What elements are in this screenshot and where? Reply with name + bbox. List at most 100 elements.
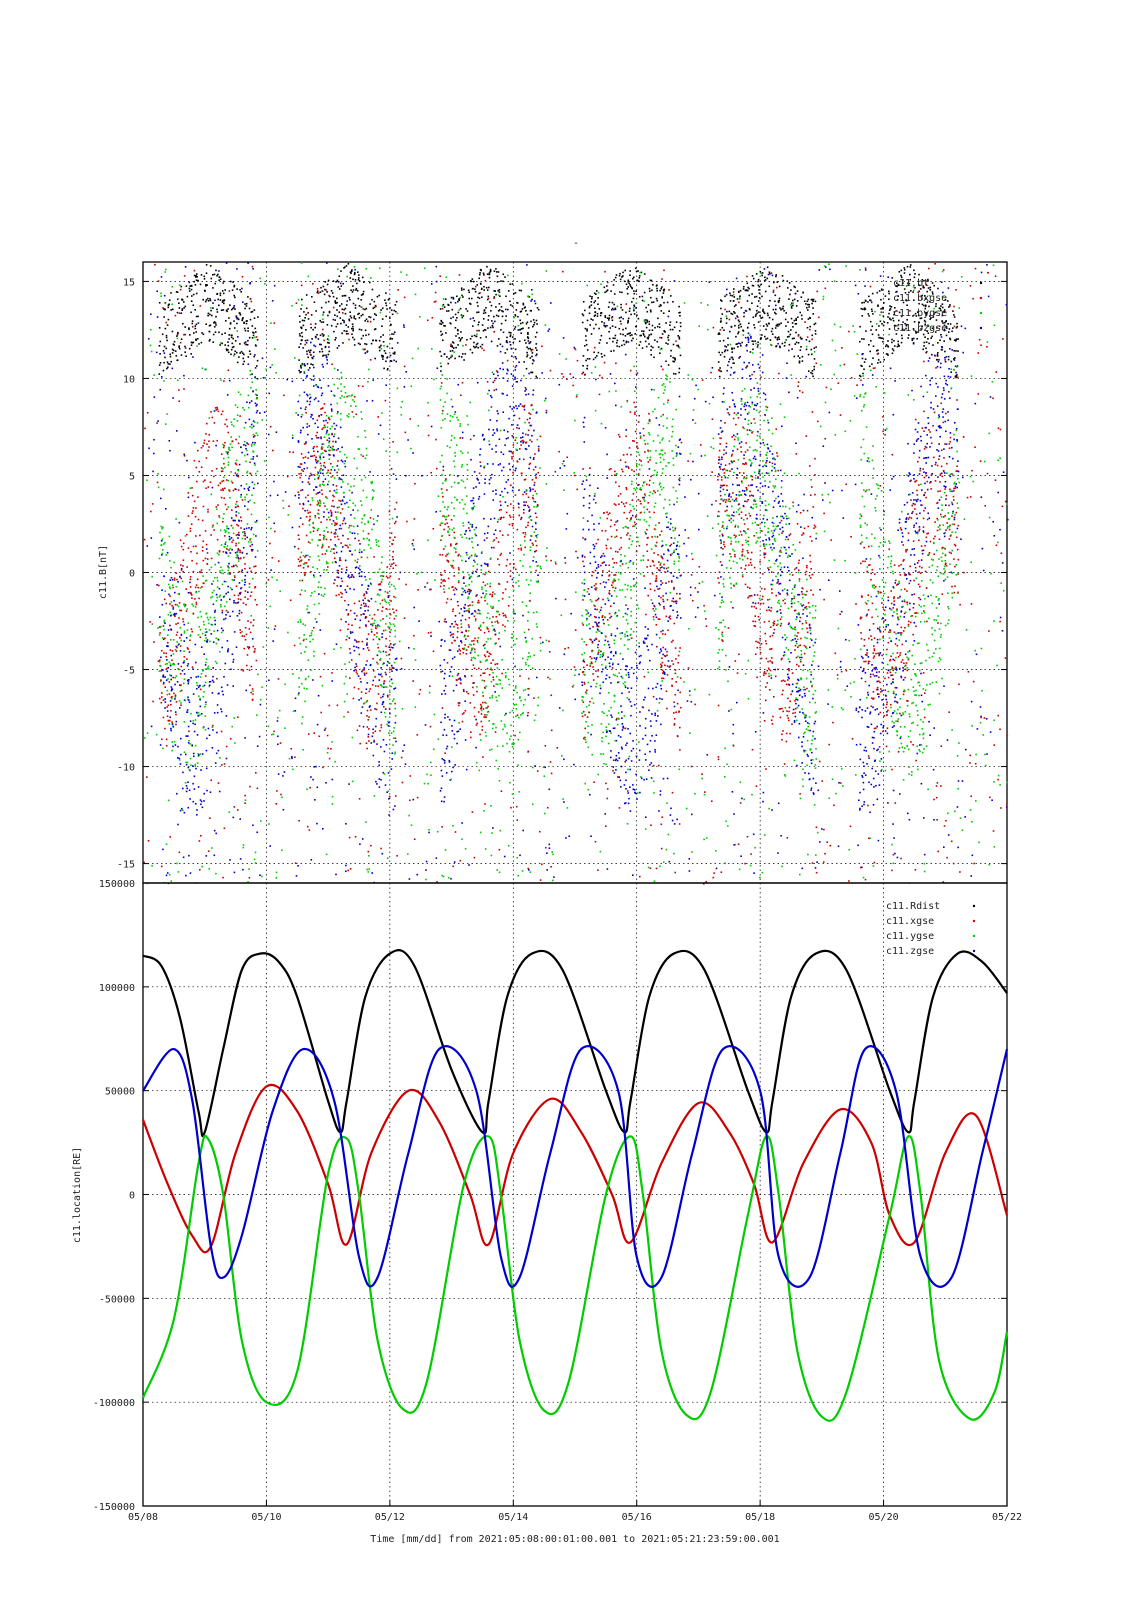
b-field-point — [380, 672, 383, 675]
b-field-point — [233, 285, 235, 288]
b-field-point — [165, 602, 167, 605]
b-field-point — [229, 572, 231, 574]
b-field-point — [655, 541, 658, 544]
b-field-point — [170, 674, 172, 677]
b-field-point — [350, 632, 352, 634]
b-field-point — [167, 704, 170, 707]
b-field-point — [248, 418, 251, 421]
b-field-point — [388, 297, 391, 300]
b-field-point — [622, 275, 624, 277]
b-field-point — [320, 453, 322, 455]
b-field-point — [646, 483, 648, 486]
b-field-point — [485, 286, 488, 289]
b-field-point — [300, 429, 302, 432]
b-field-point — [391, 682, 394, 685]
b-field-point — [390, 768, 393, 770]
b-field-point — [219, 299, 222, 301]
b-field-point — [620, 537, 622, 539]
b-field-point — [331, 523, 333, 525]
b-field-point — [345, 566, 348, 569]
b-field-point — [674, 693, 677, 696]
b-field-point — [660, 583, 662, 586]
b-field-point — [674, 373, 677, 375]
b-field-point — [342, 500, 344, 503]
b-field-point — [391, 752, 394, 754]
b-field-point — [237, 391, 240, 393]
b-field-point — [603, 354, 606, 357]
b-field-point — [375, 780, 377, 783]
b-field-point — [529, 488, 532, 491]
b-field-point — [319, 455, 321, 457]
b-field-point — [522, 327, 524, 330]
b-field-point — [355, 665, 358, 667]
b-field-point — [658, 483, 661, 486]
b-field-point — [205, 457, 208, 459]
b-field-point — [365, 318, 368, 321]
b-field-point — [171, 650, 174, 652]
b-field-point — [246, 493, 248, 496]
b-field-point — [495, 377, 497, 380]
b-field-point — [473, 648, 476, 651]
b-field-point — [676, 611, 679, 613]
b-field-point — [620, 546, 623, 549]
b-field-point — [168, 681, 171, 683]
b-field-point — [379, 659, 381, 661]
b-field-point — [637, 421, 640, 423]
b-field-point — [169, 355, 172, 358]
b-field-point — [180, 634, 183, 636]
b-field-point — [626, 333, 629, 335]
b-field-point — [328, 444, 330, 447]
b-field-point — [192, 800, 195, 803]
b-field-point — [662, 383, 665, 385]
b-field-point — [378, 545, 380, 548]
b-field-point — [490, 605, 492, 608]
b-field-point — [340, 596, 343, 598]
b-field-point — [170, 639, 172, 641]
b-field-point — [380, 344, 382, 347]
b-field-point — [463, 576, 465, 578]
b-field-point — [199, 753, 202, 755]
b-field-point — [185, 637, 188, 639]
b-field-point — [392, 730, 395, 733]
b-field-point — [532, 497, 535, 500]
b-field-point — [364, 352, 367, 354]
b-field-point — [606, 538, 609, 541]
b-field-point — [469, 604, 471, 606]
b-field-point — [472, 497, 475, 499]
b-field-point — [193, 280, 196, 283]
b-field-point — [342, 546, 344, 548]
b-field-point — [457, 554, 459, 557]
b-field-point — [679, 438, 681, 441]
b-field-point — [619, 589, 621, 591]
b-field-point — [659, 564, 662, 566]
b-field-point — [228, 562, 230, 565]
b-field-point — [190, 712, 192, 715]
b-field-point — [504, 487, 506, 490]
b-field-point — [513, 292, 515, 295]
b-field-point — [614, 337, 616, 340]
b-field-point — [388, 668, 391, 671]
b-field-point — [675, 548, 678, 551]
b-field-point — [306, 608, 308, 611]
b-field-point — [175, 612, 178, 615]
b-field-point — [488, 273, 491, 276]
b-field-point — [345, 304, 348, 306]
b-field-point — [631, 334, 633, 336]
b-field-point — [604, 325, 607, 328]
b-field-point — [661, 664, 663, 667]
b-field-point — [367, 588, 369, 590]
b-field-point — [170, 727, 172, 730]
b-field-point — [483, 539, 486, 542]
b-field-point — [672, 597, 674, 600]
b-field-point — [211, 679, 214, 682]
b-field-point — [298, 315, 301, 317]
b-field-point — [160, 670, 162, 672]
b-field-point — [167, 613, 170, 616]
b-field-point — [300, 669, 302, 672]
b-field-point — [512, 375, 515, 377]
b-field-point — [493, 685, 495, 687]
b-field-point — [300, 407, 302, 409]
b-field-point — [486, 603, 489, 605]
b-field-point — [669, 665, 671, 667]
b-field-point — [518, 361, 520, 363]
